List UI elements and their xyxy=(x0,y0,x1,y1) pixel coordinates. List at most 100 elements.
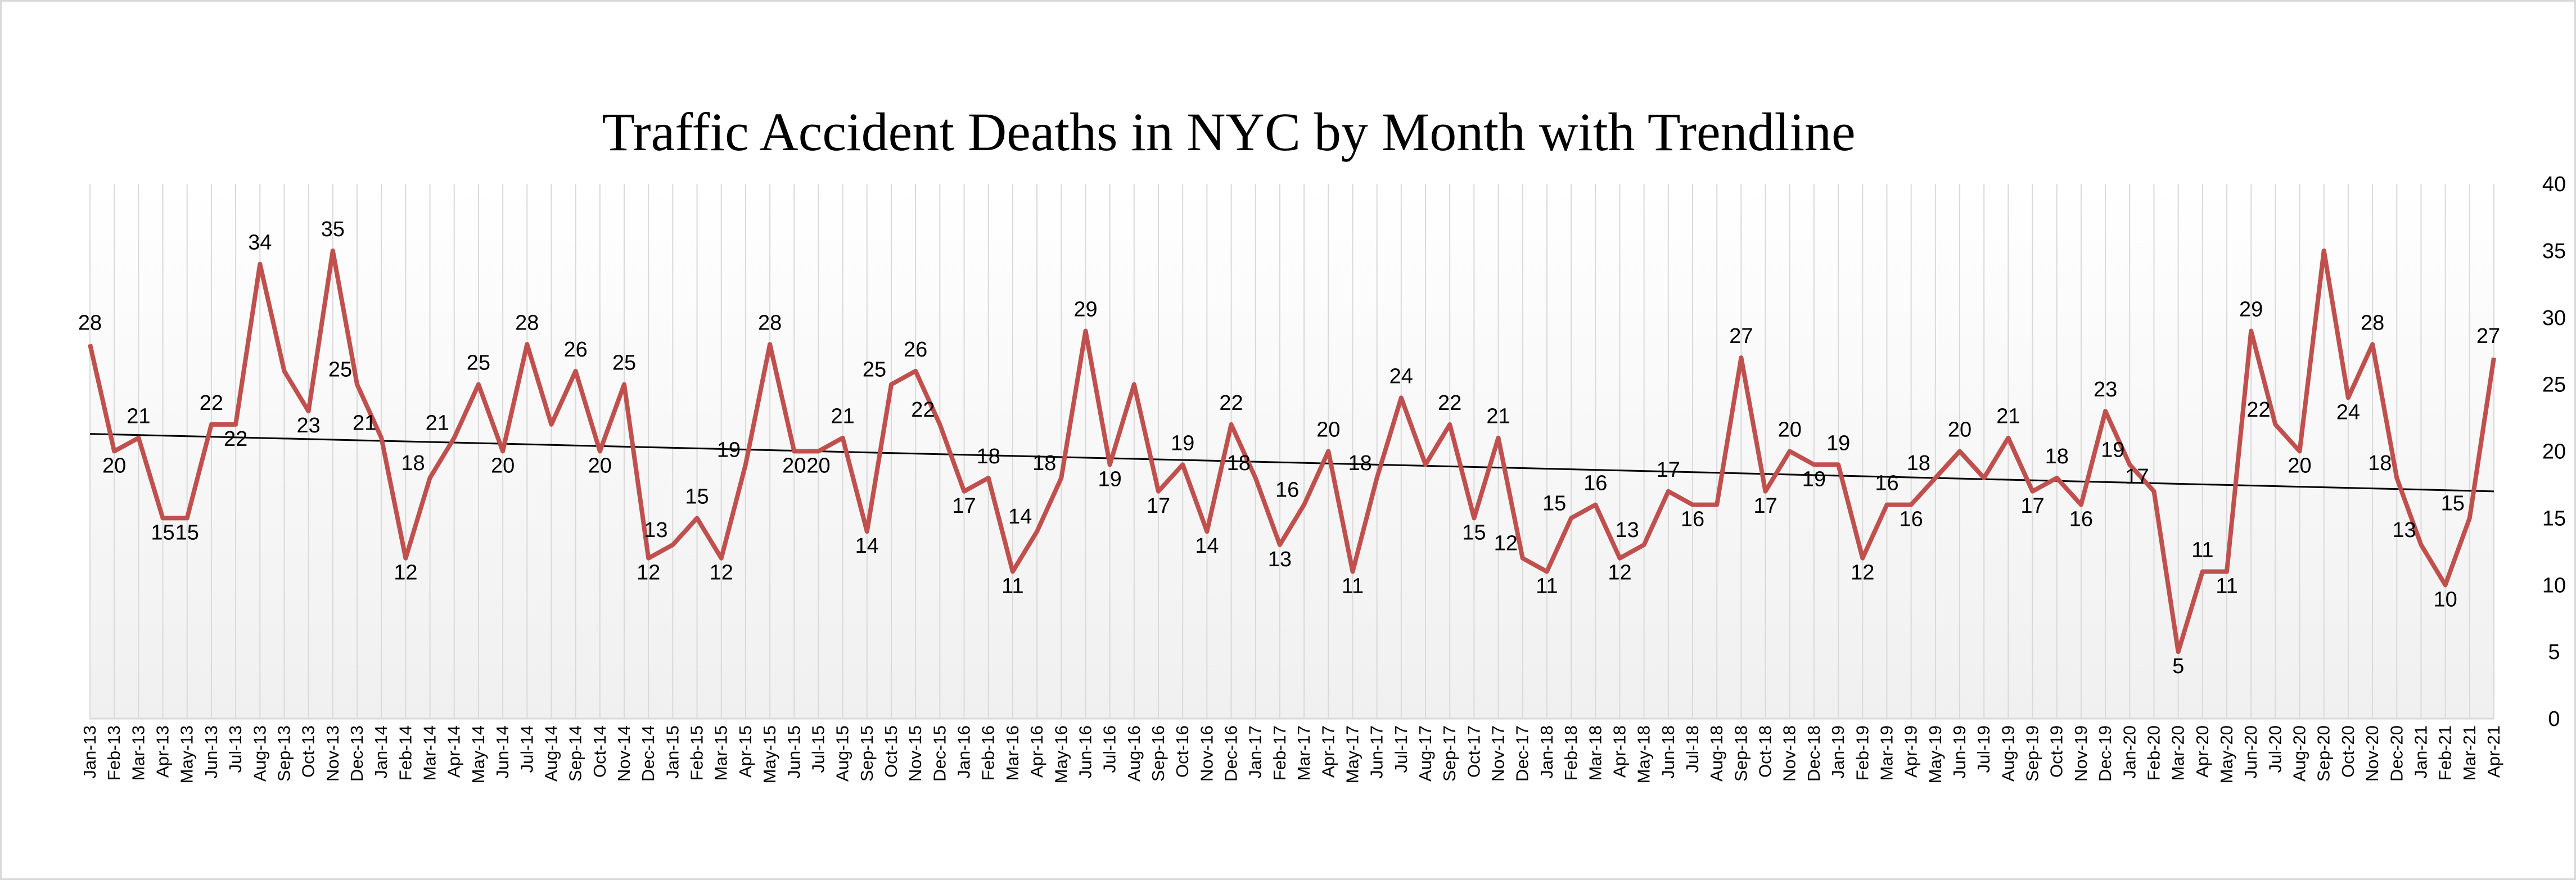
data-label: 13 xyxy=(1615,518,1639,542)
data-label: 11 xyxy=(2191,538,2213,562)
x-tick-label: Dec-19 xyxy=(2095,725,2115,782)
x-tick-label: Dec-14 xyxy=(638,725,658,782)
data-label: 25 xyxy=(612,351,636,375)
x-tick-label: Jan-13 xyxy=(80,725,100,779)
data-label: 15 xyxy=(685,485,709,508)
x-tick-label: May-13 xyxy=(177,725,197,783)
data-label: 23 xyxy=(2094,378,2117,401)
x-tick-label: Aug-20 xyxy=(2290,725,2309,782)
data-label: 26 xyxy=(904,338,927,362)
x-tick-label: Jan-18 xyxy=(1537,725,1557,779)
data-label: 35 xyxy=(321,218,345,241)
x-tick-label: Nov-14 xyxy=(614,725,634,782)
x-tick-label: Mar-14 xyxy=(420,725,440,780)
x-tick-label: Jan-15 xyxy=(662,725,682,779)
x-tick-label: Oct-20 xyxy=(2338,725,2358,778)
x-tick-label: Jul-20 xyxy=(2265,725,2285,773)
data-label: 11 xyxy=(2216,574,2237,598)
x-tick-label: Sep-15 xyxy=(857,725,877,782)
x-tick-label: Nov-19 xyxy=(2071,725,2091,782)
y-tick-label: 30 xyxy=(2542,306,2566,330)
x-tick-label: Oct-18 xyxy=(1756,725,1775,778)
x-tick-label: Dec-20 xyxy=(2386,725,2406,782)
data-label: 12 xyxy=(1608,561,1631,585)
y-tick-label: 10 xyxy=(2542,574,2566,597)
data-label: 19 xyxy=(1826,431,1850,455)
data-label: 15 xyxy=(2441,491,2465,515)
y-axis: 0 5 10 15 20 25 30 35 40 xyxy=(2542,173,2566,731)
x-tick-label: Oct-14 xyxy=(590,725,610,778)
chart-title: Traffic Accident Deaths in NYC by Month … xyxy=(602,102,1855,162)
x-tick-label: Nov-20 xyxy=(2362,725,2382,782)
data-label: 19 xyxy=(1098,467,1121,491)
x-tick-label: Mar-17 xyxy=(1294,725,1314,780)
x-tick-label: Jun-16 xyxy=(1075,725,1095,779)
data-label: 21 xyxy=(353,412,376,435)
y-tick-label: 15 xyxy=(2542,507,2566,530)
y-tick-label: 20 xyxy=(2542,440,2566,464)
x-tick-label: Apr-15 xyxy=(736,725,755,778)
data-label: 20 xyxy=(588,454,612,478)
data-label: 27 xyxy=(1729,324,1753,348)
x-tick-label: Jul-14 xyxy=(517,725,536,773)
data-label: 17 xyxy=(952,494,976,518)
data-label: 12 xyxy=(394,561,417,585)
data-label: 28 xyxy=(2361,311,2384,335)
data-label: 15 xyxy=(151,521,174,544)
x-tick-label: Jul-19 xyxy=(1974,725,1993,773)
x-tick-label: Feb-16 xyxy=(978,725,998,780)
data-label: 21 xyxy=(831,405,854,428)
x-tick-label: Oct-15 xyxy=(881,725,901,778)
x-tick-label: Dec-15 xyxy=(930,725,949,782)
x-tick-label: Apr-19 xyxy=(1901,725,1921,778)
x-tick-label: Nov-16 xyxy=(1197,725,1216,782)
data-label: 25 xyxy=(863,358,886,382)
x-tick-label: Jan-19 xyxy=(1828,725,1848,779)
x-tick-label: Jun-19 xyxy=(1950,725,1969,779)
x-tick-label: Nov-18 xyxy=(1780,725,1799,782)
x-tick-label: Aug-17 xyxy=(1415,725,1435,782)
data-label: 17 xyxy=(2020,494,2044,518)
x-tick-label: Sep-18 xyxy=(1731,725,1751,782)
data-label: 18 xyxy=(977,445,1000,468)
x-tick-label: Sep-14 xyxy=(566,725,585,782)
x-tick-label: Sep-13 xyxy=(274,725,294,782)
data-label: 16 xyxy=(1875,472,1898,495)
trendline xyxy=(89,433,2494,493)
y-tick-label: 35 xyxy=(2542,240,2566,263)
x-tick-label: Apr-20 xyxy=(2192,725,2212,778)
data-label: 20 xyxy=(2288,454,2311,478)
data-label: 12 xyxy=(1851,561,1874,585)
x-tick-label: Sep-19 xyxy=(2023,725,2042,782)
x-tick-label: Mar-13 xyxy=(128,725,148,780)
data-label: 12 xyxy=(1494,532,1518,556)
data-label: 21 xyxy=(1996,405,2020,428)
x-tick-label: May-19 xyxy=(1925,725,1945,783)
data-label: 15 xyxy=(1462,521,1486,544)
data-label: 20 xyxy=(102,454,126,478)
data-label: 27 xyxy=(2476,324,2500,348)
x-tick-label: Jan-21 xyxy=(2411,725,2430,779)
data-label: 25 xyxy=(328,358,352,382)
x-tick-label: Jun-17 xyxy=(1367,725,1387,779)
x-tick-label: May-16 xyxy=(1051,725,1071,783)
data-label: 20 xyxy=(491,454,515,478)
x-tick-label: Dec-17 xyxy=(1513,725,1532,782)
data-label: 22 xyxy=(911,398,935,422)
x-tick-label: Oct-13 xyxy=(299,725,318,778)
x-tick-label: May-18 xyxy=(1634,725,1654,783)
data-label: 5 xyxy=(2172,655,2184,678)
data-label: 20 xyxy=(1948,418,1972,442)
data-label: 18 xyxy=(1032,452,1056,475)
data-label: 17 xyxy=(1147,494,1170,518)
x-tick-label: Dec-16 xyxy=(1221,725,1241,782)
data-label: 18 xyxy=(2045,445,2069,468)
x-tick-label: Aug-15 xyxy=(833,725,852,782)
data-label: 29 xyxy=(1073,298,1097,322)
data-label: 24 xyxy=(2336,400,2360,424)
x-tick-label: Oct-19 xyxy=(2047,725,2067,778)
data-label: 18 xyxy=(1907,452,1930,475)
x-tick-label: Apr-18 xyxy=(1609,725,1629,778)
data-label: 12 xyxy=(710,561,733,585)
